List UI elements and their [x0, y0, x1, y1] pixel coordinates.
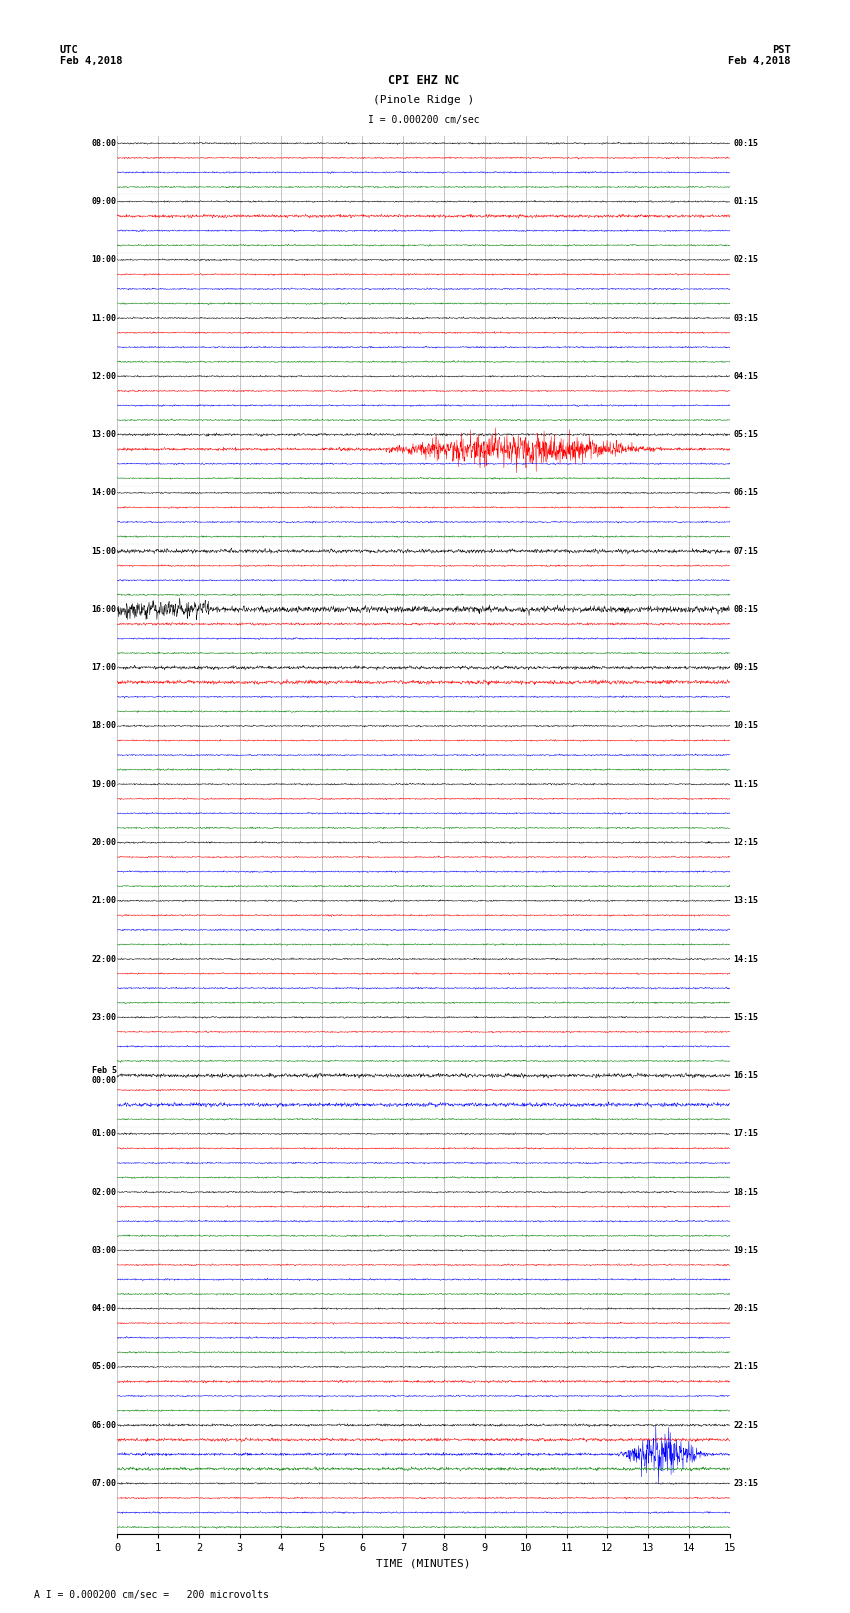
Text: 01:15: 01:15	[734, 197, 758, 206]
Text: 08:00: 08:00	[92, 139, 116, 148]
Text: 16:00: 16:00	[92, 605, 116, 615]
Text: 14:00: 14:00	[92, 489, 116, 497]
Text: 10:15: 10:15	[734, 721, 758, 731]
Text: Feb 4,2018: Feb 4,2018	[60, 56, 122, 66]
Text: 03:00: 03:00	[92, 1245, 116, 1255]
Text: 17:00: 17:00	[92, 663, 116, 673]
Text: 02:15: 02:15	[734, 255, 758, 265]
Text: 00:15: 00:15	[734, 139, 758, 148]
Text: 16:15: 16:15	[734, 1071, 758, 1081]
Text: I = 0.000200 cm/sec: I = 0.000200 cm/sec	[368, 115, 479, 124]
Text: 09:15: 09:15	[734, 663, 758, 673]
Text: 22:15: 22:15	[734, 1421, 758, 1429]
Text: 15:00: 15:00	[92, 547, 116, 555]
Text: 04:15: 04:15	[734, 373, 758, 381]
Text: 11:15: 11:15	[734, 779, 758, 789]
Text: 22:00: 22:00	[92, 955, 116, 963]
Text: 04:00: 04:00	[92, 1303, 116, 1313]
Text: Feb 4,2018: Feb 4,2018	[728, 56, 791, 66]
Text: 21:15: 21:15	[734, 1363, 758, 1371]
Text: 11:00: 11:00	[92, 313, 116, 323]
Text: 15:15: 15:15	[734, 1013, 758, 1021]
Text: 06:15: 06:15	[734, 489, 758, 497]
Text: 20:00: 20:00	[92, 839, 116, 847]
Text: 10:00: 10:00	[92, 255, 116, 265]
Text: 18:15: 18:15	[734, 1187, 758, 1197]
Text: CPI EHZ NC: CPI EHZ NC	[388, 74, 459, 87]
Text: 23:00: 23:00	[92, 1013, 116, 1021]
Text: 12:00: 12:00	[92, 373, 116, 381]
Text: 08:15: 08:15	[734, 605, 758, 615]
Text: UTC: UTC	[60, 45, 78, 55]
Text: A I = 0.000200 cm/sec =   200 microvolts: A I = 0.000200 cm/sec = 200 microvolts	[34, 1590, 269, 1600]
Text: 12:15: 12:15	[734, 839, 758, 847]
Text: 02:00: 02:00	[92, 1187, 116, 1197]
Text: 13:00: 13:00	[92, 431, 116, 439]
Text: 07:00: 07:00	[92, 1479, 116, 1487]
Text: 01:00: 01:00	[92, 1129, 116, 1139]
Text: 17:15: 17:15	[734, 1129, 758, 1139]
Text: 07:15: 07:15	[734, 547, 758, 555]
X-axis label: TIME (MINUTES): TIME (MINUTES)	[377, 1560, 471, 1569]
Text: 05:00: 05:00	[92, 1363, 116, 1371]
Text: (Pinole Ridge ): (Pinole Ridge )	[373, 95, 474, 105]
Text: 03:15: 03:15	[734, 313, 758, 323]
Text: 23:15: 23:15	[734, 1479, 758, 1487]
Text: 20:15: 20:15	[734, 1303, 758, 1313]
Text: PST: PST	[772, 45, 791, 55]
Text: 09:00: 09:00	[92, 197, 116, 206]
Text: 19:15: 19:15	[734, 1245, 758, 1255]
Text: 19:00: 19:00	[92, 779, 116, 789]
Text: 06:00: 06:00	[92, 1421, 116, 1429]
Text: 14:15: 14:15	[734, 955, 758, 963]
Text: 13:15: 13:15	[734, 897, 758, 905]
Text: Feb 5
00:00: Feb 5 00:00	[92, 1066, 116, 1086]
Text: 05:15: 05:15	[734, 431, 758, 439]
Text: 21:00: 21:00	[92, 897, 116, 905]
Text: 18:00: 18:00	[92, 721, 116, 731]
